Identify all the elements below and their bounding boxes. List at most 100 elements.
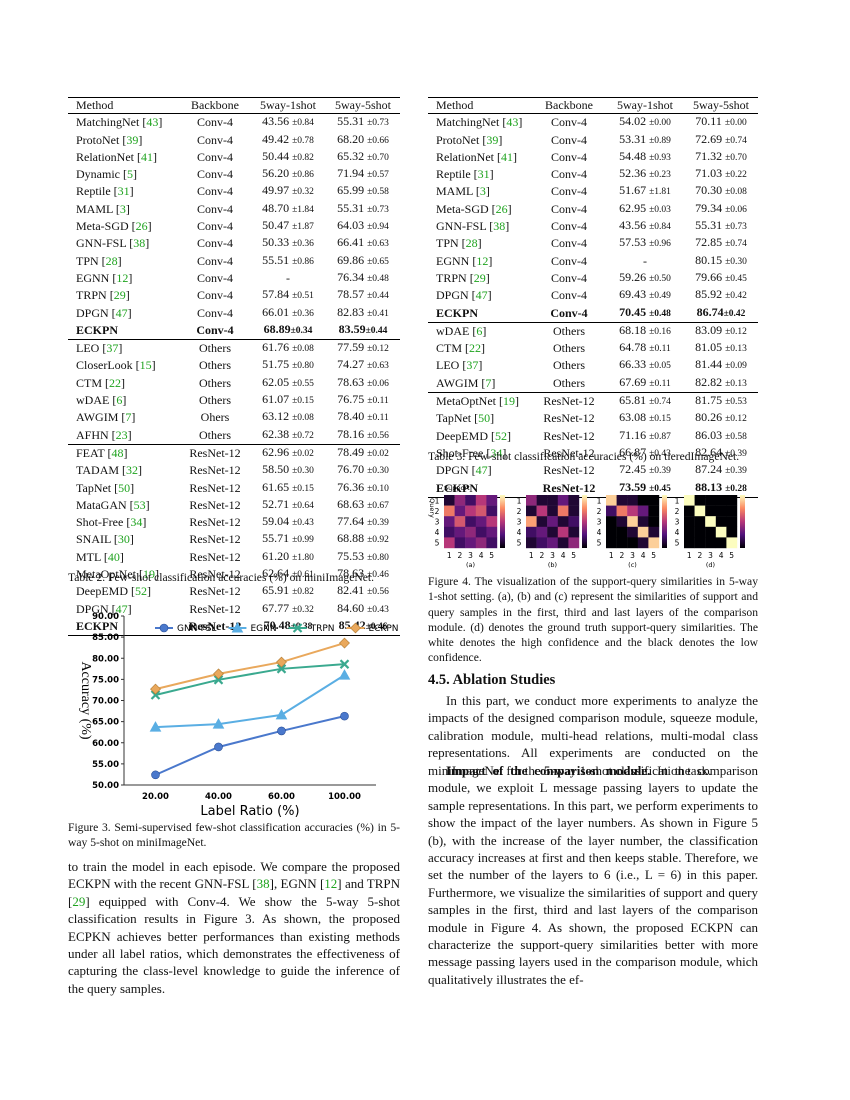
value-cell: 78.57 ±0.44 — [337, 287, 389, 302]
panel-label: (c) — [628, 561, 637, 569]
value-cell: 66.87 ±0.43 — [619, 444, 671, 459]
citation: 7 — [485, 375, 492, 390]
legend-item: GNN-FSL — [155, 623, 216, 634]
value-cell: 55.51 ±0.86 — [262, 252, 314, 267]
method-cell: Reptile [31] — [436, 167, 494, 182]
citation: 29 — [72, 893, 86, 909]
citation: 52 — [134, 584, 147, 599]
value-cell: Conv-4 — [197, 253, 233, 268]
heatmap-cell — [648, 505, 660, 517]
citation: 22 — [109, 375, 122, 390]
value-cell: Conv-4 — [551, 270, 587, 285]
method-cell: CTM [22] — [76, 375, 126, 390]
value-cell: 49.42 ±0.78 — [262, 131, 314, 146]
heatmap-cell — [444, 537, 455, 549]
citation: 41 — [500, 149, 513, 164]
std-dev: ±0.10 — [367, 483, 389, 494]
table-row: ECKPN ResNet-12 70.48±0.38 85.42±0.46 — [68, 617, 400, 637]
table-caption: Table 3. Few-shot classification accurac… — [428, 450, 740, 463]
table-row: DPGN [47] Conv-4 69.43 ±0.49 85.92 ±0.42 — [428, 287, 758, 304]
value-cell: 79.34 ±0.06 — [695, 200, 747, 215]
method-cell: FEAT [48] — [68, 443, 180, 463]
value-cell: Conv-4 — [551, 184, 587, 199]
std-dev: ±0.80 — [367, 552, 389, 563]
col-tick-label: 2 — [540, 551, 545, 560]
std-dev: ±0.63 — [367, 239, 389, 250]
std-dev: ±0.00 — [724, 118, 747, 129]
citation: 31 — [117, 184, 130, 199]
value-cell: Others — [553, 375, 585, 390]
row-tick-label: 2 — [675, 507, 680, 516]
value-cell: 52.71 ±0.64 — [262, 496, 314, 511]
heatmap-cell — [684, 537, 695, 549]
heatmap-cell — [486, 526, 498, 538]
value-cell: 86.03 ±0.58 — [695, 427, 747, 442]
value-cell: Others — [180, 339, 250, 358]
method-cell: DPGN [47] — [76, 305, 132, 320]
table-row: Reptile [31] Conv-4 49.97 ±0.32 65.99 ±0.58 — [68, 183, 400, 200]
method-cell: CloserLook [15] — [76, 358, 156, 373]
value-cell: Conv-4 — [551, 288, 587, 303]
heatmap-cell — [715, 537, 727, 549]
heatmap-cell — [616, 495, 628, 506]
table-row: CloserLook [15] Others 51.75 ±0.80 74.27 ±0… — [68, 357, 400, 374]
std-dev: ±0.84 — [649, 222, 671, 233]
value-cell: 48.70 ±1.84 — [262, 200, 314, 215]
citation: 7 — [125, 410, 132, 425]
std-dev: ±0.02 — [292, 448, 314, 459]
citation: 50 — [478, 411, 491, 426]
table-row: Dynamic [5] Conv-4 56.20 ±0.86 71.94 ±0.57 — [68, 166, 400, 183]
method-cell: TPN [28] — [436, 236, 482, 251]
heatmap-cell — [475, 495, 487, 506]
std-dev: ±0.56 — [367, 430, 389, 441]
value-cell: 72.85 ±0.74 — [695, 235, 747, 250]
query-label: Query — [428, 498, 436, 518]
table-row: Shot-Free [34] ResNet-12 59.04 ±0.43 77.64 … — [68, 514, 400, 531]
value-cell: 43.56 ±0.84 — [619, 218, 671, 233]
method-cell: Reptile [31] — [76, 184, 134, 199]
table-row: TPN [28] Conv-4 55.51 ±0.86 69.86 ±0.65 — [68, 253, 400, 270]
value-cell: 51.75 ±0.80 — [262, 357, 314, 372]
series-line — [155, 674, 346, 729]
x-tick-label: 60.00 — [268, 792, 295, 802]
std-dev: ±0.45 — [649, 483, 671, 494]
line-chart: 50.00 55.00 60.00 65.00 70.00 75.00 80.00 85.00… — [78, 612, 399, 819]
heatmap-cell — [454, 505, 466, 517]
heatmap-cell — [715, 516, 727, 527]
method-cell: wDAE [6] — [428, 321, 532, 341]
method-cell: ProtoNet [39] — [76, 132, 143, 147]
std-dev: ±0.36 — [292, 308, 314, 319]
std-dev: ±0.45 — [725, 273, 747, 284]
std-dev: ±0.87 — [649, 431, 671, 442]
value-cell: ResNet-12 — [543, 428, 595, 443]
value-cell: 78.49 ±0.02 — [326, 443, 400, 463]
col-tick-label: 5 — [489, 551, 494, 560]
table-row: Shot-Free [34] ResNet-12 66.87 ±0.43 82.64 … — [428, 445, 758, 462]
value-cell: 50.33 ±0.36 — [262, 235, 314, 250]
value-cell: Conv-4 — [551, 201, 587, 216]
std-dev: ±0.11 — [367, 413, 389, 424]
row-tick-label: 1 — [517, 496, 522, 505]
std-dev: ±0.64 — [292, 500, 314, 511]
std-dev: ±0.15 — [292, 483, 314, 494]
method-cell: MAML [3] — [436, 184, 490, 199]
citation: 37 — [466, 358, 479, 373]
value-cell: 81.44 ±0.09 — [695, 357, 747, 372]
std-dev: ±0.86 — [292, 170, 314, 181]
body-paragraph: Impact of the comparison module. In the … — [428, 762, 758, 988]
row-tick-label: 4 — [597, 528, 602, 537]
heatmap-cell — [557, 526, 569, 538]
method-cell: MTL [40] — [76, 549, 124, 564]
table-row: Meta-SGD [26] Conv-4 62.95 ±0.03 79.34 ±0.0… — [428, 201, 758, 218]
value-cell: 61.76 ±0.08 — [250, 339, 326, 358]
std-dev: ±0.28 — [725, 483, 747, 494]
heatmap-cell — [684, 495, 695, 506]
std-dev: ±0.30 — [367, 466, 389, 477]
std-dev: ±0.49 — [649, 291, 671, 302]
value-cell: 62.64 ±0.61 — [262, 566, 314, 581]
panel-label: (d) — [706, 561, 715, 569]
std-dev: ±0.58 — [725, 431, 747, 442]
row-tick-label: 3 — [675, 518, 680, 527]
value-cell: 80.26 ±0.12 — [695, 410, 747, 425]
